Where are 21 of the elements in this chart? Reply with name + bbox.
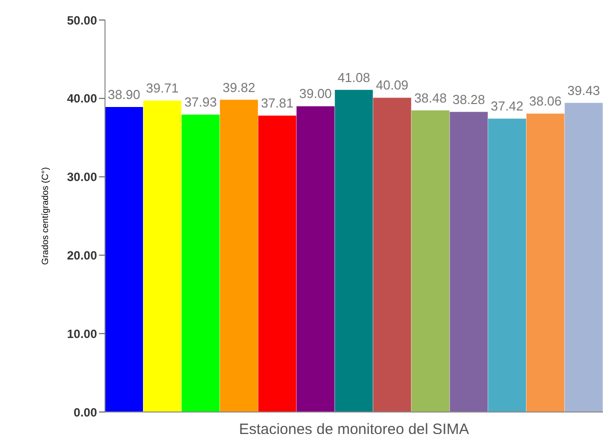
y-tick-label: 50.00 bbox=[66, 13, 98, 28]
data-label: 38.90 bbox=[108, 87, 140, 102]
y-tick-label: 20.00 bbox=[66, 248, 98, 262]
data-label: 37.93 bbox=[184, 94, 217, 110]
y-tick-label: 30.00 bbox=[66, 170, 98, 184]
data-label: 38.48 bbox=[414, 90, 447, 106]
data-label: 40.09 bbox=[376, 78, 408, 93]
data-label: 39.82 bbox=[222, 80, 256, 95]
data-label: 38.06 bbox=[529, 94, 562, 109]
data-label: 37.42 bbox=[490, 98, 524, 114]
data-label: 38.28 bbox=[452, 92, 486, 107]
x-axis-title: Estaciones de monitoreo del SIMA bbox=[238, 421, 470, 438]
data-label: 37.81 bbox=[260, 96, 294, 111]
y-tick-label: 10.00 bbox=[66, 326, 98, 341]
y-tick-label: 40.00 bbox=[66, 92, 98, 106]
data-label: 39.43 bbox=[567, 82, 600, 98]
data-label: 39.71 bbox=[146, 80, 179, 96]
y-tick-label: 0.00 bbox=[74, 405, 98, 420]
y-axis-title: Grados centígrados (C°) bbox=[40, 167, 50, 265]
data-label: 41.08 bbox=[338, 70, 370, 85]
data-label: 39.00 bbox=[299, 86, 332, 102]
